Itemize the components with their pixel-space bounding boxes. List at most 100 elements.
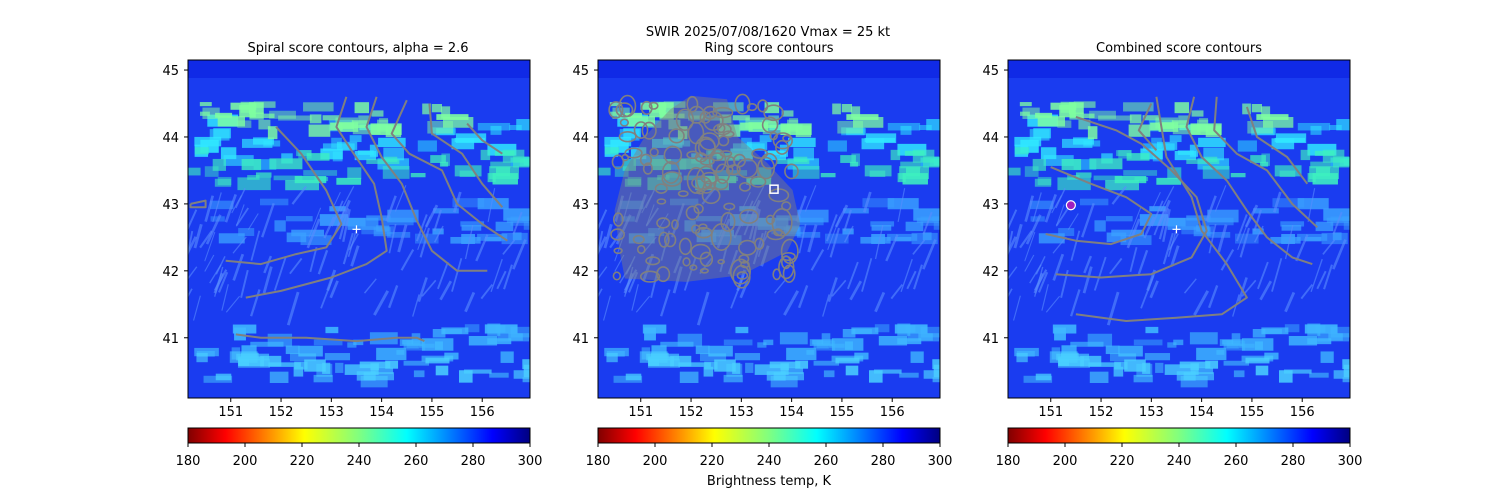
panel-title: Spiral score contours, alpha = 2.6 xyxy=(247,41,468,56)
ring-contour-line xyxy=(702,105,718,120)
ring-contour-line xyxy=(639,270,661,283)
y-tick-label: 42 xyxy=(162,265,179,280)
ring-contour-line xyxy=(712,106,734,119)
x-tick-label: 154 xyxy=(1189,405,1214,420)
contour-line xyxy=(245,96,388,299)
y-tick-label: 41 xyxy=(982,332,999,347)
colorbar-tick-label: 300 xyxy=(928,454,953,469)
ring-contour-line xyxy=(699,111,712,124)
colorbar-tick-label: 280 xyxy=(871,454,896,469)
y-tick-label: 42 xyxy=(572,265,589,280)
ring-contour-line xyxy=(621,153,630,162)
ring-contour-line xyxy=(613,247,623,255)
contour-line xyxy=(1075,96,1248,322)
ring-contour-line xyxy=(698,223,708,230)
panel-title: Ring score contours xyxy=(704,41,833,56)
ring-contour-line xyxy=(689,264,698,271)
ring-contour-line xyxy=(710,152,724,162)
center-marker-square xyxy=(769,184,779,194)
panel-title: Combined score contours xyxy=(1096,41,1262,56)
colorbar xyxy=(1007,427,1351,444)
colorbar-tick-label: 200 xyxy=(233,454,258,469)
contour-line xyxy=(390,99,508,242)
ring-contour-line xyxy=(649,147,659,157)
ring-contour-line xyxy=(615,102,634,118)
ring-contour-line xyxy=(632,234,645,245)
colorbar-tick-label: 280 xyxy=(461,454,486,469)
y-tick-label: 43 xyxy=(162,198,179,213)
ring-contour-line xyxy=(739,208,759,224)
ring-contour-line xyxy=(642,162,654,175)
ring-contour-line xyxy=(717,259,726,265)
ring-contour-line xyxy=(757,99,769,113)
contour-line xyxy=(466,122,503,155)
ring-contour-line xyxy=(768,188,790,203)
panel-ring: Ring score contours 151 152 153 154 155 156 4… xyxy=(572,41,953,489)
ring-contour-line xyxy=(682,257,691,267)
colorbar-label: Brightness temp, K xyxy=(707,474,832,489)
contour-line xyxy=(235,333,425,343)
x-tick-label: 153 xyxy=(729,405,754,420)
ring-contour-line xyxy=(678,237,692,256)
ring-contour-line xyxy=(713,178,729,191)
suptitle: SWIR 2025/07/08/1620 Vmax = 25 kt xyxy=(646,25,890,40)
x-tick-label: 156 xyxy=(1290,405,1315,420)
cloud-field xyxy=(188,60,530,388)
ring-contour-line xyxy=(693,203,704,214)
ring-contour-line xyxy=(656,198,667,205)
colorbar-tick-label: 260 xyxy=(814,454,839,469)
colorbar-ticks: 180 200 220 240 260 280 300 xyxy=(586,443,953,469)
x-tick-label: 154 xyxy=(779,405,804,420)
ring-contour-line xyxy=(765,214,776,225)
ring-contour-line xyxy=(691,175,712,190)
x-tick-label: 152 xyxy=(679,405,704,420)
best-center-marker xyxy=(1065,200,1076,211)
colorbar-tick-label: 260 xyxy=(404,454,429,469)
ring-contour-line xyxy=(773,228,784,237)
ring-contour-line xyxy=(723,202,736,211)
ring-contour-line xyxy=(677,190,689,198)
ring-contour-line xyxy=(729,258,751,285)
ring-contour-line xyxy=(749,175,767,188)
ring-contour-line xyxy=(694,152,708,163)
colorbar-tick-label: 220 xyxy=(1110,454,1135,469)
x-ticks: 151 152 153 154 155 156 xyxy=(1038,398,1315,420)
x-tick-label: 155 xyxy=(830,405,855,420)
plot-frame xyxy=(597,59,941,399)
colorbar-tick-label: 180 xyxy=(176,454,201,469)
y-tick-label: 41 xyxy=(162,332,179,347)
ring-contour-line xyxy=(633,121,649,139)
ring-contour-line xyxy=(784,163,799,180)
ring-contour-line xyxy=(699,251,714,267)
cloud-field xyxy=(1008,60,1350,388)
ring-contour-line xyxy=(694,226,713,239)
colorbar-tick-label: 180 xyxy=(996,454,1021,469)
ring-contour-line xyxy=(640,100,653,116)
ring-contour-line xyxy=(656,266,671,283)
x-tick-label: 151 xyxy=(1038,405,1063,420)
x-tick-label: 155 xyxy=(420,405,445,420)
panel-combined: Combined score contours 151 152 153 154 155 1… xyxy=(982,41,1362,469)
ring-contour-line xyxy=(782,134,792,143)
contour-line xyxy=(1137,103,1158,152)
x-tick-label: 152 xyxy=(269,405,294,420)
ring-contour-line xyxy=(668,128,685,144)
contour-line xyxy=(189,199,207,209)
ring-contour-line xyxy=(686,166,706,194)
ring-contour-line xyxy=(612,271,622,281)
plot-frame xyxy=(1007,59,1351,399)
contour-line xyxy=(1045,166,1153,246)
colorbar-tick-label: 240 xyxy=(1167,454,1192,469)
ring-contour-line xyxy=(663,145,683,165)
colorbar xyxy=(597,427,941,444)
contour-line xyxy=(1185,96,1313,266)
ring-contour-line xyxy=(671,219,679,231)
colorbar-tick-label: 200 xyxy=(1053,454,1078,469)
y-tick-label: 41 xyxy=(572,332,589,347)
y-tick-label: 44 xyxy=(162,131,179,146)
ring-contour-line xyxy=(619,118,630,127)
colorbar-tick-label: 200 xyxy=(643,454,668,469)
ring-contour-line xyxy=(757,156,776,180)
x-tick-label: 152 xyxy=(1089,405,1114,420)
